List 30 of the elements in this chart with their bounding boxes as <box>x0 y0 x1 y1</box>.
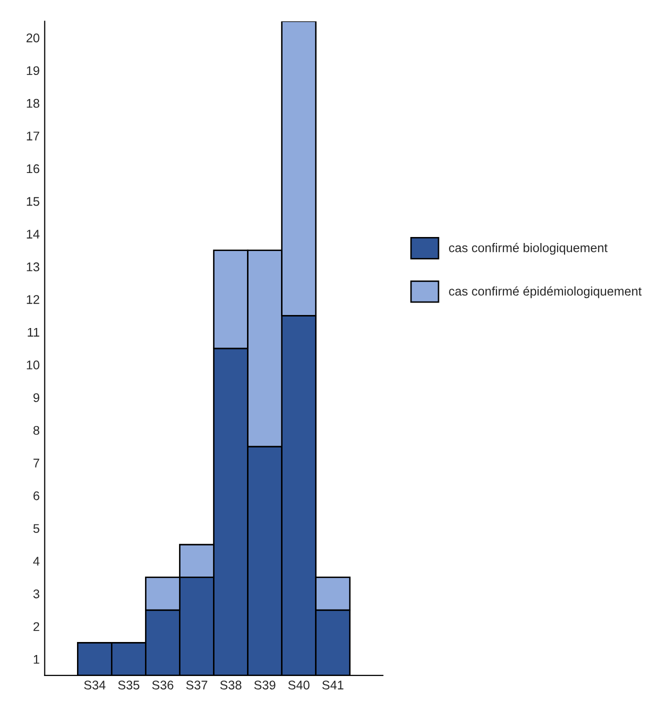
x-tick-label: S36 <box>152 680 174 690</box>
y-tick-label: 15 <box>26 197 40 206</box>
y-tick-label: 17 <box>26 132 40 140</box>
y-tick-label: 1 <box>34 655 40 664</box>
y-tick-label: 8 <box>33 426 40 435</box>
y-tick-label: 10 <box>26 360 40 370</box>
x-tick-label: S37 <box>186 680 208 690</box>
y-tick-label: 7 <box>34 458 40 468</box>
x-tick-label: S40 <box>288 680 310 690</box>
legend-label: cas confirmé biologiquement <box>449 242 608 255</box>
y-tick-label: 20 <box>26 33 40 42</box>
y-tick-label: 4 <box>33 556 40 566</box>
x-tick-label: S38 <box>220 680 242 690</box>
x-tick-label: S34 <box>84 680 106 690</box>
y-tick-label: 6 <box>34 491 40 500</box>
y-tick-label: 12 <box>26 295 40 304</box>
y-tick-label: 9 <box>33 393 40 402</box>
y-tick-label: 11 <box>28 328 40 337</box>
y-tick-label: 13 <box>26 262 40 272</box>
y-tick-label: 3 <box>33 589 40 598</box>
y-tick-label: 5 <box>33 524 40 533</box>
y-tick-label: 14 <box>26 230 40 238</box>
x-tick-label: S41 <box>322 680 344 690</box>
x-tick-label: S35 <box>118 680 140 690</box>
y-tick-label: 18 <box>26 98 40 108</box>
legend-label: cas confirmé épidémiologiquement <box>449 286 642 298</box>
y-tick-label: 16 <box>26 164 40 174</box>
x-tick-label: S39 <box>254 680 276 690</box>
y-tick-label: 2 <box>34 622 40 631</box>
y-tick-label: 19 <box>26 66 40 76</box>
